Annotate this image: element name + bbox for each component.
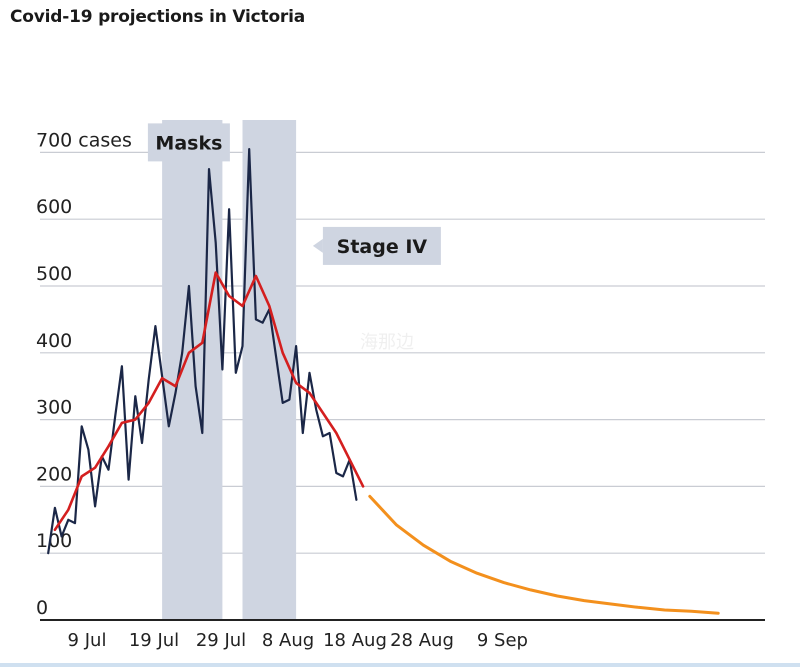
y-tick-label-200: 200 <box>36 463 72 485</box>
y-axis-labels: 0 100 200 300 400 500 600 700 cases <box>36 129 132 619</box>
y-tick-label-100: 100 <box>36 530 72 552</box>
annotation-pointer <box>312 238 323 253</box>
gridlines <box>40 151 765 554</box>
series-line-daily <box>47 148 358 555</box>
series-line-projection <box>368 494 720 615</box>
x-tick-label: 9 Sep <box>477 630 528 651</box>
y-tick-label-300: 300 <box>36 397 72 419</box>
y-tick-label-500: 500 <box>36 263 72 285</box>
watermark: 海那边 <box>360 332 414 353</box>
y-tick-label-700: 700 cases <box>36 129 132 151</box>
x-tick-label: 8 Aug <box>262 630 314 651</box>
x-tick-label: 28 Aug <box>390 630 454 651</box>
y-tick-label-400: 400 <box>36 330 72 352</box>
x-axis-labels: 9 Jul 19 Jul 29 Jul 8 Aug 18 Aug 28 Aug 9 Sep <box>68 630 528 651</box>
series-line-average <box>53 271 365 532</box>
x-tick-label: 29 Jul <box>196 630 246 651</box>
shaded-period-1 <box>162 120 223 620</box>
annotation-label-stage-iv: Stage IV <box>337 236 428 258</box>
annotation-pointer <box>181 161 196 172</box>
annotation-label-masks: Masks <box>155 132 222 154</box>
x-tick-label: 9 Jul <box>68 630 107 651</box>
shaded-periods <box>162 120 297 620</box>
y-tick-label-0: 0 <box>36 597 48 619</box>
bottom-border <box>0 663 800 667</box>
chart-title: Covid-19 projections in Victoria <box>10 7 306 27</box>
x-tick-label: 18 Aug <box>323 630 387 651</box>
y-tick-label-600: 600 <box>36 196 72 218</box>
annotations: Masks Stage IV <box>147 123 441 265</box>
annotation-box-stage-iv <box>322 226 441 265</box>
x-tick-label: 19 Jul <box>129 630 179 651</box>
annotation-box-masks <box>147 123 230 162</box>
series-lines <box>47 148 720 615</box>
